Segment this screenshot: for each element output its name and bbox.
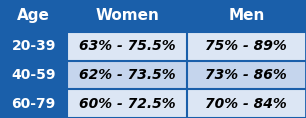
- Bar: [0, 0, 67, 32]
- Text: 20-39: 20-39: [11, 39, 56, 53]
- Text: 70% - 84%: 70% - 84%: [205, 97, 287, 111]
- Text: 75% - 89%: 75% - 89%: [205, 39, 287, 53]
- Bar: [187, 61, 306, 89]
- Bar: [67, 89, 187, 118]
- Bar: [0, 89, 67, 118]
- Bar: [67, 0, 187, 32]
- Bar: [67, 32, 187, 61]
- Bar: [187, 89, 306, 118]
- Text: 40-59: 40-59: [11, 68, 56, 82]
- Bar: [187, 0, 306, 32]
- Text: 73% - 86%: 73% - 86%: [205, 68, 287, 82]
- Bar: [67, 61, 187, 89]
- Text: Men: Men: [228, 8, 264, 23]
- Text: 62% - 73.5%: 62% - 73.5%: [79, 68, 175, 82]
- Bar: [0, 32, 67, 61]
- Text: 63% - 75.5%: 63% - 75.5%: [79, 39, 175, 53]
- Text: Women: Women: [95, 8, 159, 23]
- Text: Age: Age: [17, 8, 50, 23]
- Bar: [187, 32, 306, 61]
- Text: 60% - 72.5%: 60% - 72.5%: [79, 97, 175, 111]
- Bar: [0, 61, 67, 89]
- Text: 60-79: 60-79: [12, 97, 56, 111]
